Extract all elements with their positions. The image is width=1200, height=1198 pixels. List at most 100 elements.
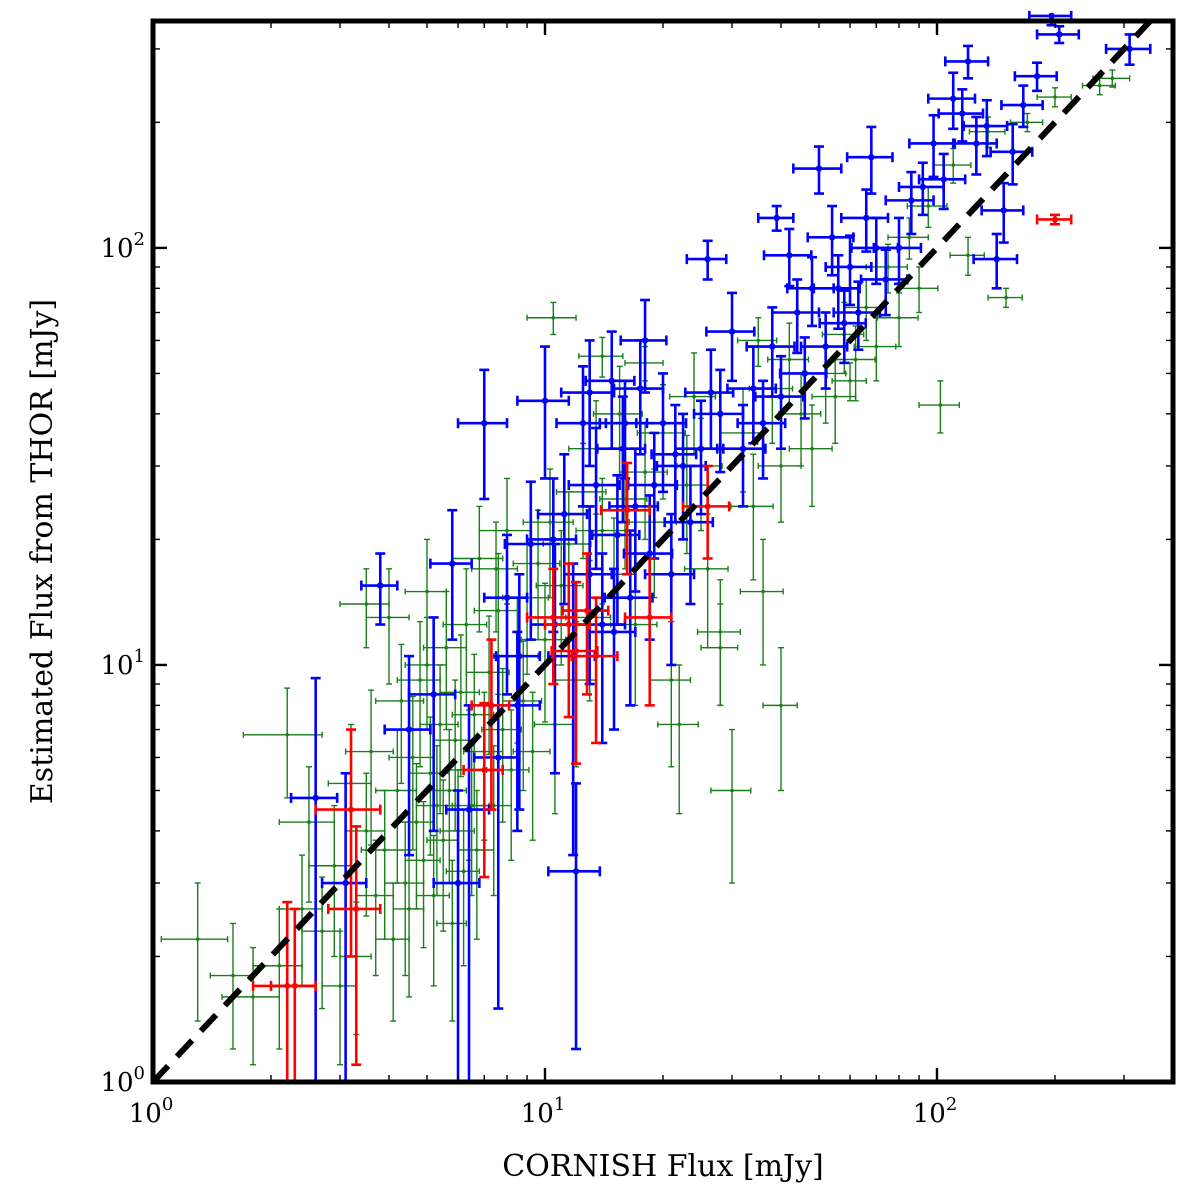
red-point-3 [326, 825, 382, 1067]
blue-point-17 [562, 505, 614, 686]
green-point-0 [160, 882, 229, 1022]
green-point-86 [757, 422, 802, 523]
blue-point-57 [884, 170, 935, 236]
blue-point-60 [917, 152, 967, 211]
plot-frame [150, 18, 1176, 1085]
red-point-10 [570, 596, 619, 745]
red-point-14 [1035, 213, 1073, 226]
blue-point-62 [937, 88, 985, 143]
blue-point-31 [663, 464, 715, 606]
green-point-91 [811, 358, 857, 444]
red-point-4 [462, 701, 504, 879]
blue-point-4 [407, 616, 457, 833]
green-point-100 [906, 186, 948, 229]
green-point-117 [762, 646, 798, 792]
x-tick-label-0: 100 [129, 1094, 174, 1129]
green-point-118 [831, 362, 867, 402]
blue-point-8 [472, 654, 521, 1010]
green-point-39 [442, 568, 488, 707]
blue-point-16 [555, 365, 608, 508]
green-point-28 [415, 834, 451, 987]
x-axis-label: CORNISH Flux [mJy] [502, 1149, 824, 1184]
blue-point-76 [650, 403, 698, 524]
blue-point-47 [806, 204, 855, 277]
blue-point-5 [429, 508, 473, 641]
green-point-115 [470, 521, 519, 633]
blue-point-63 [944, 44, 990, 80]
blue-point-75 [685, 239, 728, 281]
blue-point-45 [792, 145, 843, 195]
green-point-110 [526, 301, 577, 336]
blue-point-11 [503, 480, 555, 641]
y-tick-label-1: 101 [100, 646, 145, 681]
blue-point-49 [818, 289, 868, 365]
blue-point-61 [926, 71, 977, 131]
blue-point-58 [897, 161, 945, 217]
green-point-49 [481, 667, 522, 823]
blue-point-66 [972, 232, 1019, 290]
green-point-105 [987, 287, 1023, 309]
blue-point-37 [726, 345, 778, 445]
red-point-0 [251, 900, 317, 1082]
green-point-83 [730, 453, 774, 581]
green-point-16 [365, 568, 410, 685]
blue-point-12 [516, 345, 571, 480]
blue-point-2 [360, 552, 399, 626]
y-tick-label-2: 102 [100, 229, 145, 264]
blue-point-20 [584, 330, 636, 451]
green-point-77 [668, 352, 717, 455]
green-point-89 [788, 404, 833, 508]
blue-point-77 [619, 298, 668, 394]
green-point-116 [700, 603, 739, 707]
green-point-19 [375, 643, 425, 785]
blue-point-67 [980, 181, 1025, 244]
green-point-53 [501, 640, 543, 792]
green-point-106 [1009, 112, 1044, 133]
blue-point-70 [1013, 61, 1058, 93]
red-point-2 [314, 728, 382, 958]
green-point-80 [696, 579, 742, 707]
blue-point-65 [962, 98, 1009, 158]
blue-point-28 [635, 372, 688, 494]
green-point-26 [404, 538, 447, 666]
green-point-95 [853, 317, 897, 382]
green-point-97 [876, 292, 919, 348]
red-point-1 [269, 907, 317, 1082]
blue-point-52 [839, 188, 890, 253]
green-point-87 [767, 322, 810, 406]
green-point-20 [383, 821, 425, 977]
blue-point-33 [684, 348, 735, 451]
blue-point-22 [596, 395, 647, 524]
x-tick-label-1: 101 [521, 1094, 566, 1129]
blue-point-29 [643, 512, 696, 667]
x-tick-labels: 100 101 102 [129, 1094, 958, 1129]
green-point-34 [436, 859, 468, 1022]
blue-point-81 [547, 782, 602, 1051]
green-point-111 [578, 336, 624, 378]
blue-point-82 [432, 789, 481, 1082]
series-red-points [251, 213, 1073, 1082]
blue-point-41 [762, 227, 813, 288]
blue-point-42 [770, 278, 821, 355]
blue-point-59 [908, 113, 957, 179]
green-point-119 [736, 317, 778, 368]
green-point-17 [375, 882, 410, 1022]
blue-point-74 [756, 204, 795, 232]
red-point-12 [623, 557, 673, 707]
green-point-84 [739, 538, 784, 666]
blue-point-0 [289, 676, 339, 1082]
blue-point-35 [705, 291, 756, 383]
green-point-75 [657, 664, 699, 815]
blue-point-73 [1104, 33, 1152, 66]
blue-point-46 [799, 311, 849, 390]
green-point-81 [710, 728, 752, 884]
green-point-113 [339, 568, 390, 649]
green-point-99 [897, 266, 939, 314]
green-point-107 [1036, 87, 1072, 108]
x-tick-label-2: 102 [913, 1094, 958, 1129]
red-point-11 [599, 461, 652, 576]
blue-point-79 [559, 339, 616, 468]
blue-point-1 [320, 771, 368, 1082]
series-blue-points [289, 10, 1152, 1082]
